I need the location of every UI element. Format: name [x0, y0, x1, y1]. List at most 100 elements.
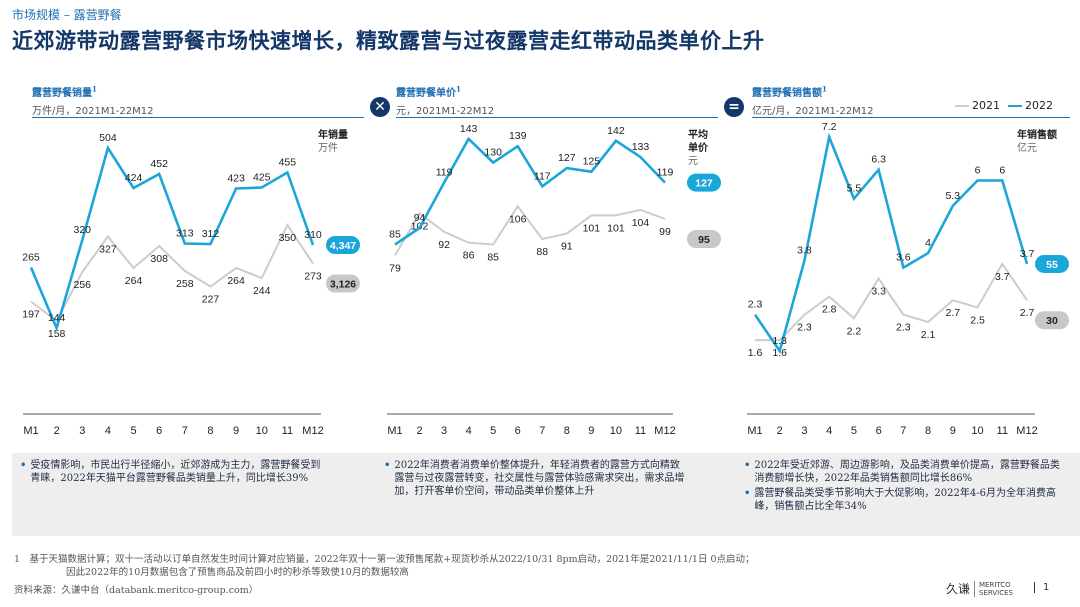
data-label-2022: 6	[975, 165, 981, 177]
data-label-2022: 143	[460, 123, 478, 135]
x-tick-label: 4	[466, 425, 472, 437]
panel-title-volume: 露营野餐销量	[32, 88, 92, 99]
panel-unit-sales: 亿元/月，2021M1-22M12	[752, 106, 874, 117]
x-tick-label: 7	[182, 425, 188, 437]
equals-icon: =	[724, 97, 744, 117]
data-label-2021: 2.3	[797, 322, 812, 334]
logo-en: MERITCO SERVICES	[974, 580, 1013, 597]
data-label-2021: 106	[509, 213, 527, 225]
data-label-2022: 85	[389, 229, 401, 241]
x-tick-label: 9	[950, 425, 956, 437]
x-tick-label: 10	[971, 425, 983, 437]
data-label-2021: 308	[150, 253, 168, 265]
charts-canvas: M1 2 3 4 5 6 7 8 9 10 11 M1219715825632726430825822…	[22, 121, 1069, 437]
legend-swatch-2021	[955, 105, 969, 107]
panel-rule	[396, 117, 718, 118]
data-label-2022: 119	[657, 167, 674, 179]
note-bullet: • 2022年受近郊游、周边游影响，及品类消费单价提高，露营野餐品类消费额增长快，…	[744, 460, 1060, 484]
x-tick-label: 2	[777, 425, 783, 437]
legend-item-2022: 2022	[1008, 99, 1053, 112]
multiply-icon: ✕	[370, 97, 390, 117]
data-label-2022: 142	[607, 125, 625, 137]
total-value-2021: 95	[698, 234, 710, 246]
data-label-2021: 158	[48, 328, 66, 340]
data-label-2022: 2.3	[748, 299, 763, 311]
page-title: 近郊游带动露营野餐市场快速增长，精致露营与过夜露营走红带动品类单价上升	[12, 28, 765, 53]
series-line-2021	[755, 262, 1028, 342]
data-label-2021: 92	[438, 239, 450, 251]
legend-label-2022: 2022	[1025, 99, 1053, 112]
data-label-2022: 312	[202, 228, 220, 240]
page-number: 1	[1034, 582, 1049, 593]
panel-header-volume: 露营野餐销量1 万件/月，2021M1-22M12	[32, 84, 154, 117]
panel-title-price: 露营野餐单价	[396, 88, 456, 99]
x-tick-label: 5	[490, 425, 496, 437]
x-tick-label: 8	[207, 425, 213, 437]
series-line-2022	[753, 132, 1029, 355]
data-label-2022: 1.3	[772, 335, 787, 347]
data-label-2021: 101	[583, 222, 601, 234]
x-tick-label: 11	[282, 425, 293, 437]
x-tick-label: 3	[801, 425, 807, 437]
data-label-2022: 125	[583, 156, 601, 168]
x-tick-label: 3	[441, 425, 447, 437]
footnote-line-1: 1 基于天猫数据计算；双十一活动以订单自然发生时间计算对应销量，2022年双十一…	[14, 554, 755, 565]
panel-unit-price: 元，2021M1-22M12	[396, 106, 495, 117]
data-label-2022: 455	[279, 157, 297, 169]
data-label-2021: 104	[632, 217, 650, 229]
x-tick-label: 10	[256, 425, 268, 437]
x-tick-label: 11	[997, 425, 1008, 437]
legend-item-2021: 2021	[955, 99, 1000, 112]
footnote: 1 基于天猫数据计算；双十一活动以订单自然发生时间计算对应销量，2022年双十一…	[14, 553, 755, 579]
x-tick-label: 8	[925, 425, 931, 437]
total-badge-2022	[687, 173, 721, 192]
total-badge-2021	[1035, 311, 1069, 330]
data-label-2021: 244	[253, 285, 271, 297]
data-label-2021: 1.6	[748, 347, 763, 359]
note-text: 受疫情影响，市民出行半径缩小，近郊游成为主力，露营野餐受到青睐，2022年天猫平…	[30, 460, 321, 484]
data-label-2022: 94	[414, 212, 426, 224]
data-label-2022: 119	[436, 167, 453, 179]
panel-header-price: 露营野餐单价1 元，2021M1-22M12	[396, 84, 494, 117]
company-logo: 久谦 MERITCO SERVICES	[946, 580, 1013, 597]
data-label-2022: 144	[48, 312, 66, 324]
x-tick-label: M12	[1016, 425, 1037, 437]
panel-unit-volume: 万件/月，2021M1-22M12	[32, 106, 154, 117]
side-label-unit: 万件	[318, 143, 338, 154]
data-label-2022: 5.5	[847, 183, 862, 195]
breadcrumb: 市场规模 – 露营野餐	[12, 8, 122, 22]
data-label-2021: 258	[176, 278, 194, 290]
series-line-2021	[30, 222, 314, 323]
footnote-marker: 1	[456, 84, 461, 94]
logo-cn: 久谦	[946, 582, 971, 596]
series-line-2022	[394, 136, 666, 246]
data-label-2022: 6.3	[871, 154, 886, 166]
x-tick-label: 9	[233, 425, 239, 437]
data-label-2022: 452	[150, 158, 168, 170]
note-text: 2022年受近郊游、周边游影响，及品类消费单价提高，露营野餐品类消费额增长快，2…	[754, 460, 1060, 484]
footnote-marker: 1	[822, 84, 827, 94]
data-label-2021: 2.5	[970, 314, 985, 326]
notes-panel: • 受疫情影响，市民出行半径缩小，近郊游成为主力，露营野餐受到青睐，2022年天猫…	[12, 453, 1080, 536]
note-bullet: • 露营野餐品类受季节影响大于大促影响，2022年4-6月为全年消费高峰，销售额占…	[744, 487, 1060, 513]
note-text: 2022年消费者消费单价整体提升，年轻消费者的露营方式向精致露营与过夜露营转变，…	[394, 460, 685, 497]
data-label-2021: 2.3	[896, 322, 911, 334]
side-label-text: 平均单价	[688, 130, 708, 154]
x-tick-label: 10	[610, 425, 622, 437]
x-tick-label: 2	[416, 425, 422, 437]
data-label-2021: 85	[487, 252, 499, 264]
logo-en-line2: SERVICES	[979, 588, 1013, 597]
total-value-2022: 55	[1046, 259, 1058, 271]
data-label-2022: 310	[304, 229, 322, 241]
data-label-2021: 327	[99, 244, 117, 256]
data-label-2021: 101	[607, 222, 625, 234]
footnote-line-2: 因此2022年的10月数据包含了预售商品及前四小时的秒杀等致使10月的数据较高	[66, 567, 409, 578]
data-label-2022: 3.8	[797, 244, 812, 256]
data-label-2022: 425	[253, 172, 271, 184]
total-value-2021: 3,126	[330, 279, 356, 291]
data-label-2021: 88	[536, 246, 548, 258]
panel-rule	[752, 117, 1070, 118]
side-label-text: 年销量	[318, 130, 348, 141]
series-line-2022	[29, 144, 315, 332]
note-text: 露营野餐品类受季节影响大于大促影响，2022年4-6月为全年消费高峰，销售额占比…	[754, 488, 1056, 512]
